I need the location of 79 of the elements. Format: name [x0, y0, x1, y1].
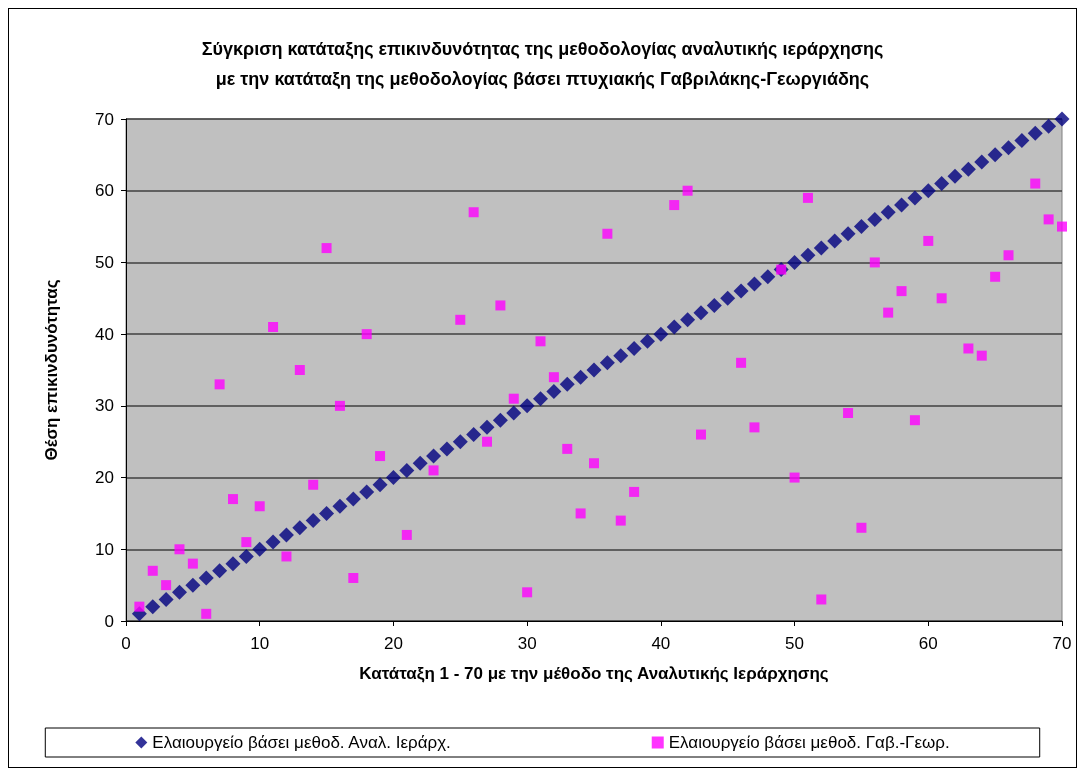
- point: [963, 343, 974, 354]
- point: [990, 271, 1001, 282]
- point: [375, 451, 386, 462]
- point: [508, 393, 519, 404]
- point: [241, 537, 252, 548]
- point: [348, 572, 359, 583]
- point: [669, 200, 680, 211]
- point: [522, 587, 533, 598]
- point: [1043, 214, 1054, 225]
- legend-label: Ελαιουργείο βάσει μεθοδ. Γαβ.-Γεωρ.: [668, 733, 950, 752]
- x-tick-label: 50: [785, 634, 805, 653]
- point: [976, 350, 987, 361]
- x-axis-title: Κατάταξη 1 - 70 με την μέθοδο της Αναλυτικής Ιεράρχησης: [359, 664, 829, 683]
- y-tick-label: 30: [95, 396, 114, 416]
- point: [602, 228, 613, 239]
- point: [161, 580, 172, 591]
- y-tick-label: 20: [95, 468, 114, 488]
- point: [254, 501, 265, 512]
- point: [334, 400, 345, 411]
- point: [308, 479, 319, 490]
- y-axis-title: Θέση επικινδυνότητας: [42, 279, 61, 461]
- x-tick-label: 0: [121, 634, 131, 653]
- point: [535, 336, 546, 347]
- point: [789, 472, 800, 483]
- point: [682, 185, 693, 196]
- point: [214, 379, 225, 390]
- point: [187, 558, 198, 569]
- point: [816, 594, 827, 605]
- y-tick-label: 60: [95, 181, 114, 201]
- point: [575, 508, 586, 519]
- x-tick-label: 10: [250, 634, 270, 653]
- point: [201, 608, 212, 619]
- point: [923, 235, 934, 246]
- point: [147, 565, 158, 576]
- point: [883, 307, 894, 318]
- point: [1003, 250, 1014, 261]
- point: [843, 408, 854, 419]
- y-tick-label: 50: [95, 252, 114, 272]
- y-tick-label: 10: [95, 539, 114, 559]
- point: [562, 443, 573, 454]
- x-tick-label: 20: [383, 634, 403, 653]
- point: [736, 357, 747, 368]
- point: [936, 293, 947, 304]
- point: [749, 422, 760, 433]
- point: [896, 286, 907, 297]
- point: [548, 372, 559, 383]
- y-tick-label: 40: [95, 324, 114, 344]
- point: [495, 300, 506, 311]
- point: [227, 494, 238, 505]
- point: [482, 436, 493, 447]
- y-tick-label: 70: [95, 109, 114, 129]
- point: [468, 207, 479, 218]
- x-tick-label: 70: [1052, 634, 1072, 653]
- point: [268, 321, 279, 332]
- point: [134, 601, 145, 612]
- point: [281, 551, 292, 562]
- point: [856, 522, 867, 533]
- x-tick-label: 40: [651, 634, 671, 653]
- y-tick-label: 0: [104, 611, 114, 631]
- point: [361, 329, 372, 340]
- point: [428, 465, 439, 476]
- point: [802, 192, 813, 203]
- point: [321, 243, 332, 254]
- point: [615, 515, 626, 526]
- point: [174, 544, 185, 555]
- chart-title: Σύγκριση κατάταξης επικινδυνότητας της μεθοδολογίας αναλυτικής ιεράρχησης με την κατάταξη της μεθοδολογίας βάσει πτυχιακής Γαβριλάκης-Γεωργιάδης: [201, 39, 884, 90]
- x-tick-label: 30: [517, 634, 537, 653]
- point: [629, 486, 640, 497]
- x-tick-label: 60: [918, 634, 938, 653]
- point: [695, 429, 706, 440]
- point: [294, 365, 305, 375]
- point: [869, 257, 880, 268]
- point: [455, 314, 466, 325]
- point: [909, 415, 920, 426]
- legend-label: Ελαιουργείο βάσει μεθοδ. Αναλ. Ιεράρχ.: [152, 733, 451, 752]
- point: [401, 529, 412, 540]
- point: [1030, 178, 1041, 189]
- point: [589, 458, 599, 469]
- point: [1057, 221, 1067, 232]
